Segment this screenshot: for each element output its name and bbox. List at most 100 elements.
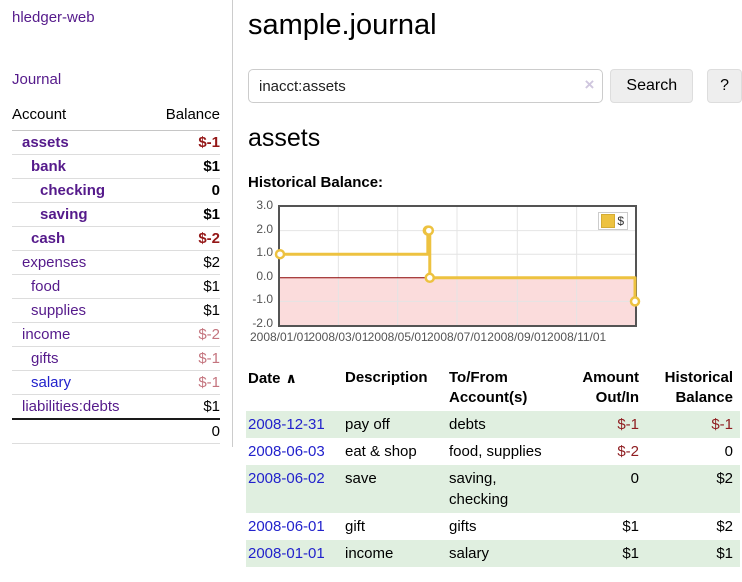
transaction-balance: 0: [724, 443, 733, 460]
transaction-date-cell: 2008-12-31: [246, 411, 343, 438]
y-axis-tick-label: -2.0: [252, 316, 273, 330]
transaction-description: eat & shop: [345, 443, 417, 460]
transaction-date-link[interactable]: 2008-01-01: [248, 545, 325, 562]
search-input[interactable]: [248, 69, 604, 103]
column-header-description[interactable]: Description: [345, 369, 428, 386]
account-row: liabilities:debts $1: [12, 394, 220, 420]
transaction-amount: $-1: [617, 416, 639, 433]
transaction-row: 2008-06-03 eat & shop food, supplies $-2 0: [246, 438, 740, 465]
app-title-link[interactable]: hledger-web: [12, 9, 95, 26]
account-row: supplies $1: [12, 298, 220, 323]
main-content: sample.journal × Search ? assets Histori…: [246, 0, 742, 567]
transaction-amount: $1: [622, 518, 639, 535]
transaction-date-link[interactable]: 2008-06-02: [248, 470, 325, 487]
transaction-accounts: gifts: [449, 518, 477, 535]
y-axis-tick-label: -1.0: [252, 292, 273, 307]
accounts-total-row: 0: [12, 418, 220, 444]
transaction-date-link[interactable]: 2008-12-31: [248, 416, 325, 433]
register-header-row: Date ∧ Description To/From Account(s) Amo…: [246, 366, 740, 411]
search-box: ×: [248, 69, 604, 103]
transaction-amount: $1: [622, 545, 639, 562]
account-link-checking[interactable]: checking: [40, 182, 106, 199]
search-button[interactable]: Search: [610, 69, 694, 103]
account-link-liabilities:debts[interactable]: liabilities:debts: [22, 398, 120, 415]
historical-balance-chart: $ 3.0 2.0 1.0 0.0 -1.0 -2.0 2008/01/01 2008/03/…: [246, 198, 742, 349]
register-table-body: 2008-12-31 pay off debts $-1 $-1 2008-06-03 ea…: [246, 411, 740, 567]
account-balance: $1: [150, 298, 220, 323]
account-link-expenses[interactable]: expenses: [22, 254, 87, 271]
data-point-marker: [423, 225, 435, 236]
sort-ascending-icon: ∧: [285, 370, 297, 386]
account-name-cell: expenses: [12, 250, 151, 275]
transaction-accounts: food, supplies: [449, 443, 542, 460]
legend-swatch-icon: [601, 214, 616, 228]
y-axis-tick-label: 1.0: [256, 245, 273, 260]
register-table: Date ∧ Description To/From Account(s) Amo…: [246, 366, 740, 567]
transaction-row: 2008-06-01 gift gifts $1 $2: [246, 513, 740, 540]
accounts-header-balance: Balance: [150, 106, 220, 131]
transaction-date-cell: 2008-06-01: [246, 513, 343, 540]
account-balance: $-2: [150, 226, 220, 251]
account-name-cell: supplies: [12, 298, 151, 323]
account-link-gifts[interactable]: gifts: [31, 350, 59, 367]
account-name-cell: gifts: [12, 346, 151, 371]
transaction-amount: $-2: [617, 443, 639, 460]
transaction-date-cell: 2008-01-01: [246, 540, 343, 567]
account-balance: $-1: [150, 346, 220, 371]
transaction-balance: $-1: [711, 416, 733, 433]
account-link-income[interactable]: income: [22, 326, 71, 343]
transaction-accounts: salary: [449, 545, 490, 562]
x-axis-tick-label: 2008/01/01: [249, 330, 311, 344]
account-row: gifts $-1: [12, 346, 220, 371]
column-header-balance[interactable]: Historical Balance: [664, 369, 733, 406]
transaction-date-cell: 2008-06-02: [246, 465, 343, 513]
account-link-assets[interactable]: assets: [22, 134, 69, 151]
sidebar: hledger-web Journal Account Balance asse…: [0, 0, 233, 447]
account-name-cell: food: [12, 274, 151, 299]
account-link-supplies[interactable]: supplies: [31, 302, 87, 319]
account-name-cell: saving: [12, 202, 151, 227]
account-heading: assets: [248, 124, 321, 152]
account-balance: $-1: [150, 370, 220, 395]
account-row: bank $1: [12, 154, 220, 179]
account-balance: $1: [150, 394, 220, 420]
transaction-accounts: saving, checking: [449, 470, 509, 508]
transaction-row: 2008-06-02 save saving, checking 0 $2: [246, 465, 740, 513]
account-name-cell: checking: [12, 178, 151, 203]
y-axis-tick-label: 2.0: [256, 221, 273, 236]
chart-title: Historical Balance:: [248, 174, 384, 191]
sidebar-item-journal[interactable]: Journal: [12, 71, 62, 88]
account-balance: $1: [150, 274, 220, 299]
account-row: cash $-2: [12, 226, 220, 251]
account-link-bank[interactable]: bank: [31, 158, 67, 175]
clear-search-icon[interactable]: ×: [584, 75, 595, 94]
account-row: saving $1: [12, 202, 220, 227]
account-balance: $2: [150, 250, 220, 275]
account-row: salary $-1: [12, 370, 220, 395]
chart-plot-area: $: [274, 205, 641, 327]
account-balance: $1: [150, 154, 220, 179]
account-row: income $-2: [12, 322, 220, 347]
accounts-header-account: Account: [12, 106, 151, 131]
account-balance: $-1: [150, 130, 220, 155]
transaction-description: save: [345, 470, 377, 487]
account-link-saving[interactable]: saving: [40, 206, 88, 223]
help-button[interactable]: ?: [707, 69, 742, 103]
account-link-salary[interactable]: salary: [31, 374, 72, 391]
account-name-cell: bank: [12, 154, 151, 179]
column-header-amount[interactable]: Amount Out/In: [582, 369, 639, 406]
x-axis-tick-label: 2008/11/01: [547, 330, 607, 344]
column-header-accounts[interactable]: To/From Account(s): [449, 369, 528, 406]
date-header-label: Date: [248, 370, 281, 387]
column-header-date[interactable]: Date ∧: [246, 366, 343, 411]
account-link-cash[interactable]: cash: [31, 230, 66, 247]
x-axis-tick-label: 2008/03/01: [308, 330, 369, 344]
transaction-date-link[interactable]: 2008-06-03: [248, 443, 325, 460]
account-balance: 0: [150, 178, 220, 203]
transaction-description: income: [345, 545, 394, 562]
spacer: [12, 418, 151, 444]
account-link-food[interactable]: food: [31, 278, 61, 295]
account-row: expenses $2: [12, 250, 220, 275]
transaction-date-link[interactable]: 2008-06-01: [248, 518, 325, 535]
transaction-description: pay off: [345, 416, 390, 433]
